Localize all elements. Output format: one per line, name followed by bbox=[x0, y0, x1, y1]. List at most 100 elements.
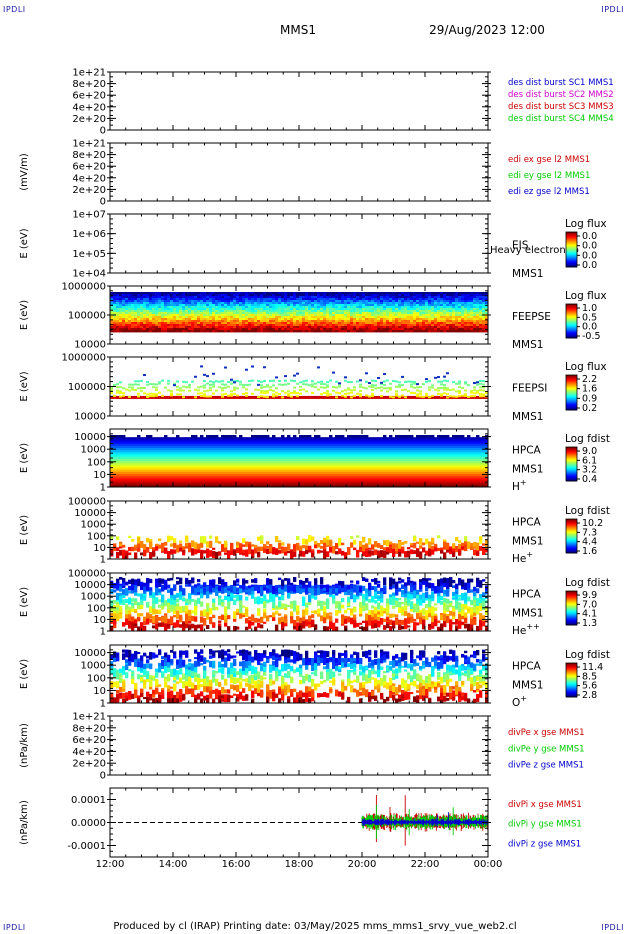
heatmap-cell bbox=[224, 467, 228, 471]
heatmap-cell bbox=[416, 306, 420, 309]
heatmap-cell bbox=[212, 294, 216, 297]
heatmap-cell bbox=[212, 439, 216, 442]
heatmap-cell bbox=[143, 312, 147, 315]
heatmap-cell bbox=[296, 484, 300, 487]
heatmap-cell bbox=[458, 300, 462, 303]
heatmap-cell bbox=[347, 300, 351, 303]
heatmap-cell bbox=[134, 296, 138, 299]
heatmap-cell bbox=[266, 318, 270, 321]
heatmap-cell bbox=[461, 318, 465, 321]
heatmap-cell bbox=[215, 474, 219, 477]
heatmap-cell bbox=[302, 294, 306, 297]
heatmap-cell bbox=[155, 461, 159, 464]
heatmap-cell bbox=[398, 304, 402, 307]
heatmap-cell bbox=[422, 300, 426, 303]
heatmap-cell bbox=[134, 478, 138, 481]
heatmap-cell bbox=[389, 395, 392, 398]
heatmap-cell bbox=[200, 296, 204, 299]
heatmap-cell bbox=[224, 463, 228, 466]
heatmap-cell bbox=[485, 308, 488, 311]
heatmap-cell bbox=[485, 330, 488, 333]
heatmap-cell bbox=[338, 292, 342, 295]
heatmap-cell bbox=[398, 314, 402, 317]
heatmap-cell bbox=[401, 324, 405, 327]
heatmap-cell bbox=[365, 300, 369, 303]
heatmap-cell bbox=[215, 318, 219, 321]
heatmap-cell bbox=[263, 439, 267, 442]
heatmap-cell bbox=[419, 308, 423, 311]
heatmap-cell bbox=[119, 324, 123, 327]
heatmap-cell bbox=[476, 296, 480, 299]
heatmap-cell bbox=[158, 326, 162, 329]
heatmap-cell bbox=[476, 306, 480, 309]
heatmap-cell bbox=[119, 448, 123, 451]
heatmap-cell bbox=[302, 380, 305, 383]
heatmap-cell bbox=[266, 304, 270, 307]
heatmap-cell bbox=[146, 302, 150, 305]
heatmap-cell bbox=[209, 471, 213, 475]
heatmap-cell bbox=[344, 298, 348, 301]
heatmap-cell bbox=[320, 445, 324, 449]
heatmap-cell bbox=[119, 474, 123, 477]
heatmap-cell bbox=[308, 294, 312, 297]
heatmap-cell bbox=[245, 454, 249, 458]
heatmap-cell bbox=[227, 380, 230, 383]
heatmap-cell bbox=[299, 320, 303, 323]
heatmap-cell bbox=[155, 294, 159, 297]
heatmap-cell bbox=[476, 294, 480, 297]
heatmap-cell bbox=[257, 467, 261, 471]
heatmap-cell bbox=[413, 316, 417, 319]
heatmap-cell bbox=[212, 463, 216, 466]
heatmap-cell bbox=[170, 458, 174, 462]
heatmap-cell bbox=[302, 482, 306, 486]
heatmap-cell bbox=[116, 292, 120, 295]
heatmap-cell bbox=[326, 386, 329, 389]
heatmap-cell bbox=[227, 322, 231, 325]
heatmap-cell bbox=[281, 461, 285, 464]
heatmap-cell bbox=[425, 320, 429, 323]
heatmap-cell bbox=[173, 328, 177, 331]
heatmap-cell bbox=[263, 482, 267, 486]
heatmap-cell bbox=[251, 471, 255, 475]
heatmap-cell bbox=[200, 478, 204, 481]
heatmap-cell bbox=[188, 312, 192, 315]
heatmap-cell bbox=[317, 388, 320, 391]
heatmap-cell bbox=[260, 435, 264, 438]
heatmap-cell bbox=[434, 316, 438, 319]
y-axis-label: (mV/m) bbox=[19, 153, 30, 191]
heatmap-cell bbox=[425, 330, 429, 333]
heatmap-cell bbox=[281, 330, 285, 333]
heatmap-cell bbox=[251, 314, 255, 317]
heatmap-cell bbox=[428, 302, 432, 305]
heatmap-cell bbox=[263, 467, 267, 471]
heatmap-cell bbox=[263, 296, 267, 299]
heatmap-cell bbox=[245, 320, 249, 323]
heatmap-cell bbox=[305, 302, 309, 305]
heatmap-cell bbox=[248, 324, 252, 327]
heatmap-cell bbox=[161, 298, 165, 301]
heatmap-cell bbox=[350, 328, 354, 331]
heatmap-cell bbox=[326, 296, 330, 299]
heatmap-cell bbox=[266, 465, 270, 468]
heatmap-cell bbox=[116, 316, 120, 319]
heatmap-cell bbox=[278, 437, 282, 440]
heatmap-cell bbox=[236, 314, 240, 317]
heatmap-cell bbox=[398, 294, 402, 297]
heatmap-cell bbox=[242, 441, 246, 445]
heatmap-cell bbox=[269, 471, 273, 475]
heatmap-cell bbox=[479, 312, 483, 315]
heatmap-cell bbox=[263, 476, 267, 479]
heatmap-cell bbox=[125, 469, 129, 473]
heatmap-cell bbox=[425, 292, 429, 295]
heatmap-cell bbox=[413, 330, 417, 333]
heatmap-cell bbox=[146, 395, 149, 398]
heatmap-cell bbox=[143, 296, 147, 299]
heatmap-cell bbox=[269, 443, 273, 447]
heatmap-cell bbox=[284, 467, 288, 471]
heatmap-cell bbox=[212, 316, 216, 319]
heatmap-cell bbox=[209, 448, 213, 451]
heatmap-cell bbox=[263, 471, 267, 475]
heatmap-cell bbox=[176, 461, 180, 464]
heatmap-cell bbox=[374, 326, 378, 329]
heatmap-cell bbox=[272, 471, 276, 475]
